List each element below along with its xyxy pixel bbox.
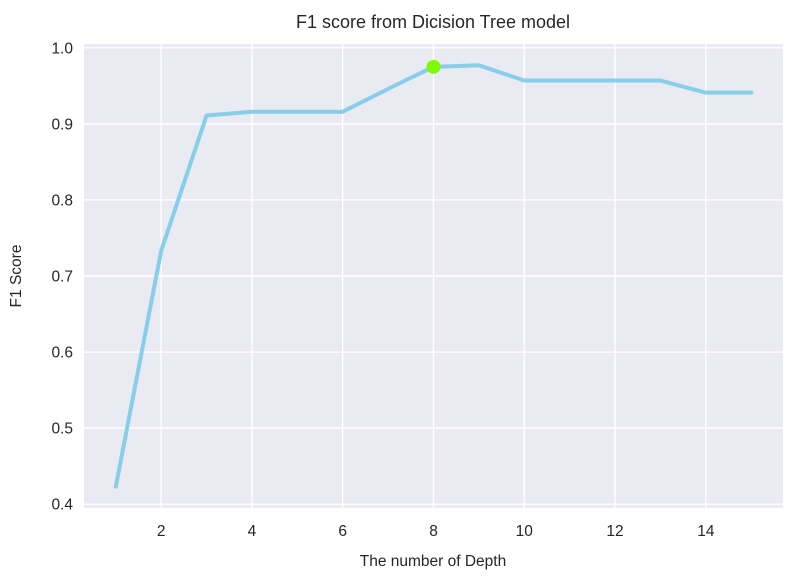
y-tick-label: 1.0 — [51, 40, 73, 57]
x-tick-label: 12 — [606, 523, 623, 540]
x-axis-label: The number of Depth — [360, 553, 506, 570]
best-point-marker — [426, 59, 441, 74]
y-axis-label: F1 Score — [8, 245, 25, 308]
x-tick-label: 10 — [516, 523, 534, 540]
y-tick-label: 0.4 — [51, 497, 73, 514]
x-tick-label: 14 — [697, 523, 715, 540]
y-tick-label: 0.6 — [51, 345, 73, 362]
y-tick-label: 0.8 — [51, 192, 73, 209]
x-tick-label: 8 — [429, 523, 438, 540]
chart-title: F1 score from Dicision Tree model — [296, 12, 570, 32]
y-tick-label: 0.9 — [51, 116, 73, 133]
x-tick-label: 6 — [338, 523, 347, 540]
plot-layer: 0.4 0.5 0.6 0.7 0.8 0.9 1.0 2 4 6 8 10 12 14 — [51, 40, 783, 540]
x-tick-label: 4 — [248, 523, 257, 540]
y-tick-label: 0.7 — [51, 269, 73, 286]
y-tick-label: 0.5 — [51, 421, 73, 438]
x-tick-label: 2 — [157, 523, 166, 540]
